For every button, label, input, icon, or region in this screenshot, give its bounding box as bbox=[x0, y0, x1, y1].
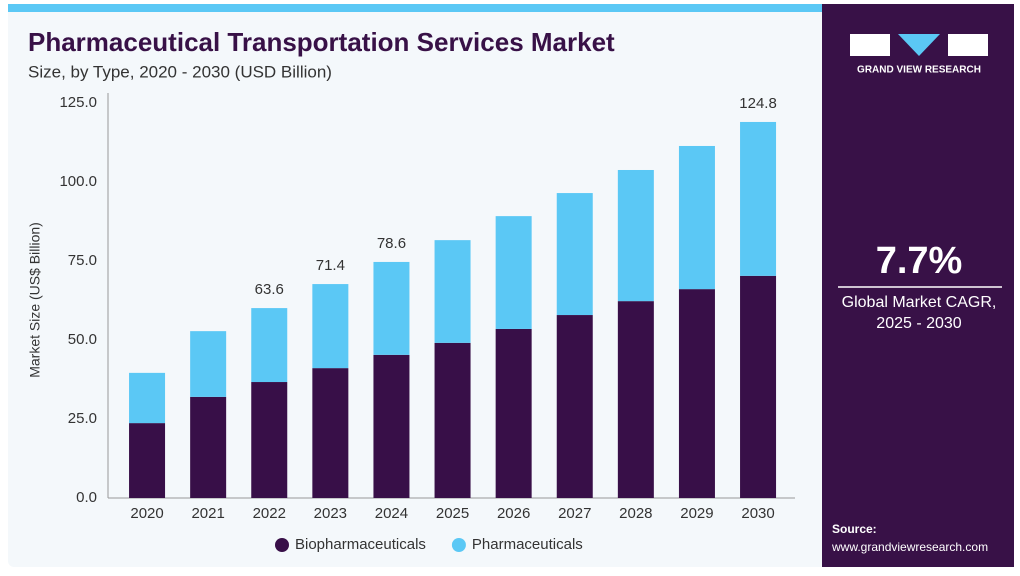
logo bbox=[850, 34, 988, 56]
y-tick-label: 125.0 bbox=[59, 94, 97, 111]
total-label: 124.8 bbox=[739, 95, 777, 112]
bar-segment bbox=[617, 301, 654, 498]
bar-segment bbox=[434, 240, 471, 343]
x-tick-label: 2026 bbox=[497, 505, 530, 522]
x-tick-label: 2020 bbox=[130, 505, 163, 522]
bar-segment bbox=[556, 315, 593, 498]
bar-segment bbox=[373, 261, 410, 355]
logo-text: GRAND VIEW RESEARCH bbox=[857, 65, 981, 76]
legend-label: Pharmaceuticals bbox=[472, 536, 583, 553]
x-tick-label: 2028 bbox=[619, 505, 652, 522]
legend-label: Biopharmaceuticals bbox=[295, 536, 426, 553]
cagr-label: Global Market CAGR, bbox=[842, 294, 997, 311]
bar-segment bbox=[373, 354, 410, 498]
logo-block bbox=[948, 34, 988, 56]
sidebar bbox=[822, 4, 1014, 567]
bar-segment bbox=[740, 275, 777, 498]
logo-block bbox=[850, 34, 890, 56]
chart-subtitle: Size, by Type, 2020 - 2030 (USD Billion) bbox=[28, 62, 332, 81]
source-url: www.grandviewresearch.com bbox=[831, 540, 988, 554]
bar-segment bbox=[678, 145, 715, 290]
total-label: 63.6 bbox=[255, 281, 284, 298]
bar-segment bbox=[495, 216, 532, 329]
x-tick-label: 2030 bbox=[741, 505, 774, 522]
bar-segment bbox=[740, 121, 777, 276]
legend-swatch bbox=[275, 538, 289, 552]
cagr-value: 7.7% bbox=[876, 240, 963, 282]
bar-segment bbox=[556, 193, 593, 316]
bar-segment bbox=[312, 284, 349, 369]
y-tick-label: 75.0 bbox=[68, 252, 97, 269]
x-tick-label: 2029 bbox=[680, 505, 713, 522]
bar-segment bbox=[617, 169, 654, 302]
legend-swatch bbox=[451, 538, 466, 552]
total-label: 71.4 bbox=[316, 257, 345, 274]
bar-segment bbox=[495, 328, 532, 498]
bar-segment bbox=[678, 289, 715, 498]
y-tick-label: 25.0 bbox=[68, 410, 97, 427]
y-tick-label: 50.0 bbox=[68, 331, 97, 348]
top-stripe bbox=[8, 4, 822, 12]
x-tick-label: 2027 bbox=[558, 505, 591, 522]
logo-block bbox=[898, 34, 940, 56]
bar-segment bbox=[190, 396, 227, 498]
y-tick-label: 100.0 bbox=[59, 173, 97, 190]
bar-segment bbox=[129, 372, 166, 424]
bar-segment bbox=[251, 308, 288, 383]
y-tick-label: 0.0 bbox=[76, 489, 97, 506]
bar-segment bbox=[129, 423, 166, 498]
bar-segment bbox=[434, 342, 471, 498]
bar-segment bbox=[312, 368, 349, 498]
y-axis-label: Market Size (US$ Billion) bbox=[27, 222, 43, 378]
x-tick-label: 2023 bbox=[314, 505, 347, 522]
chart-title: Pharmaceutical Transportation Services M… bbox=[28, 27, 615, 57]
x-tick-label: 2024 bbox=[375, 505, 408, 522]
bar-segment bbox=[251, 382, 288, 498]
cagr-label: 2025 - 2030 bbox=[876, 315, 962, 332]
bar-segment bbox=[190, 331, 227, 397]
source-label: Source: bbox=[832, 522, 877, 536]
x-tick-label: 2021 bbox=[191, 505, 224, 522]
x-tick-label: 2022 bbox=[253, 505, 286, 522]
x-tick-label: 2025 bbox=[436, 505, 469, 522]
total-label: 78.6 bbox=[377, 235, 406, 252]
